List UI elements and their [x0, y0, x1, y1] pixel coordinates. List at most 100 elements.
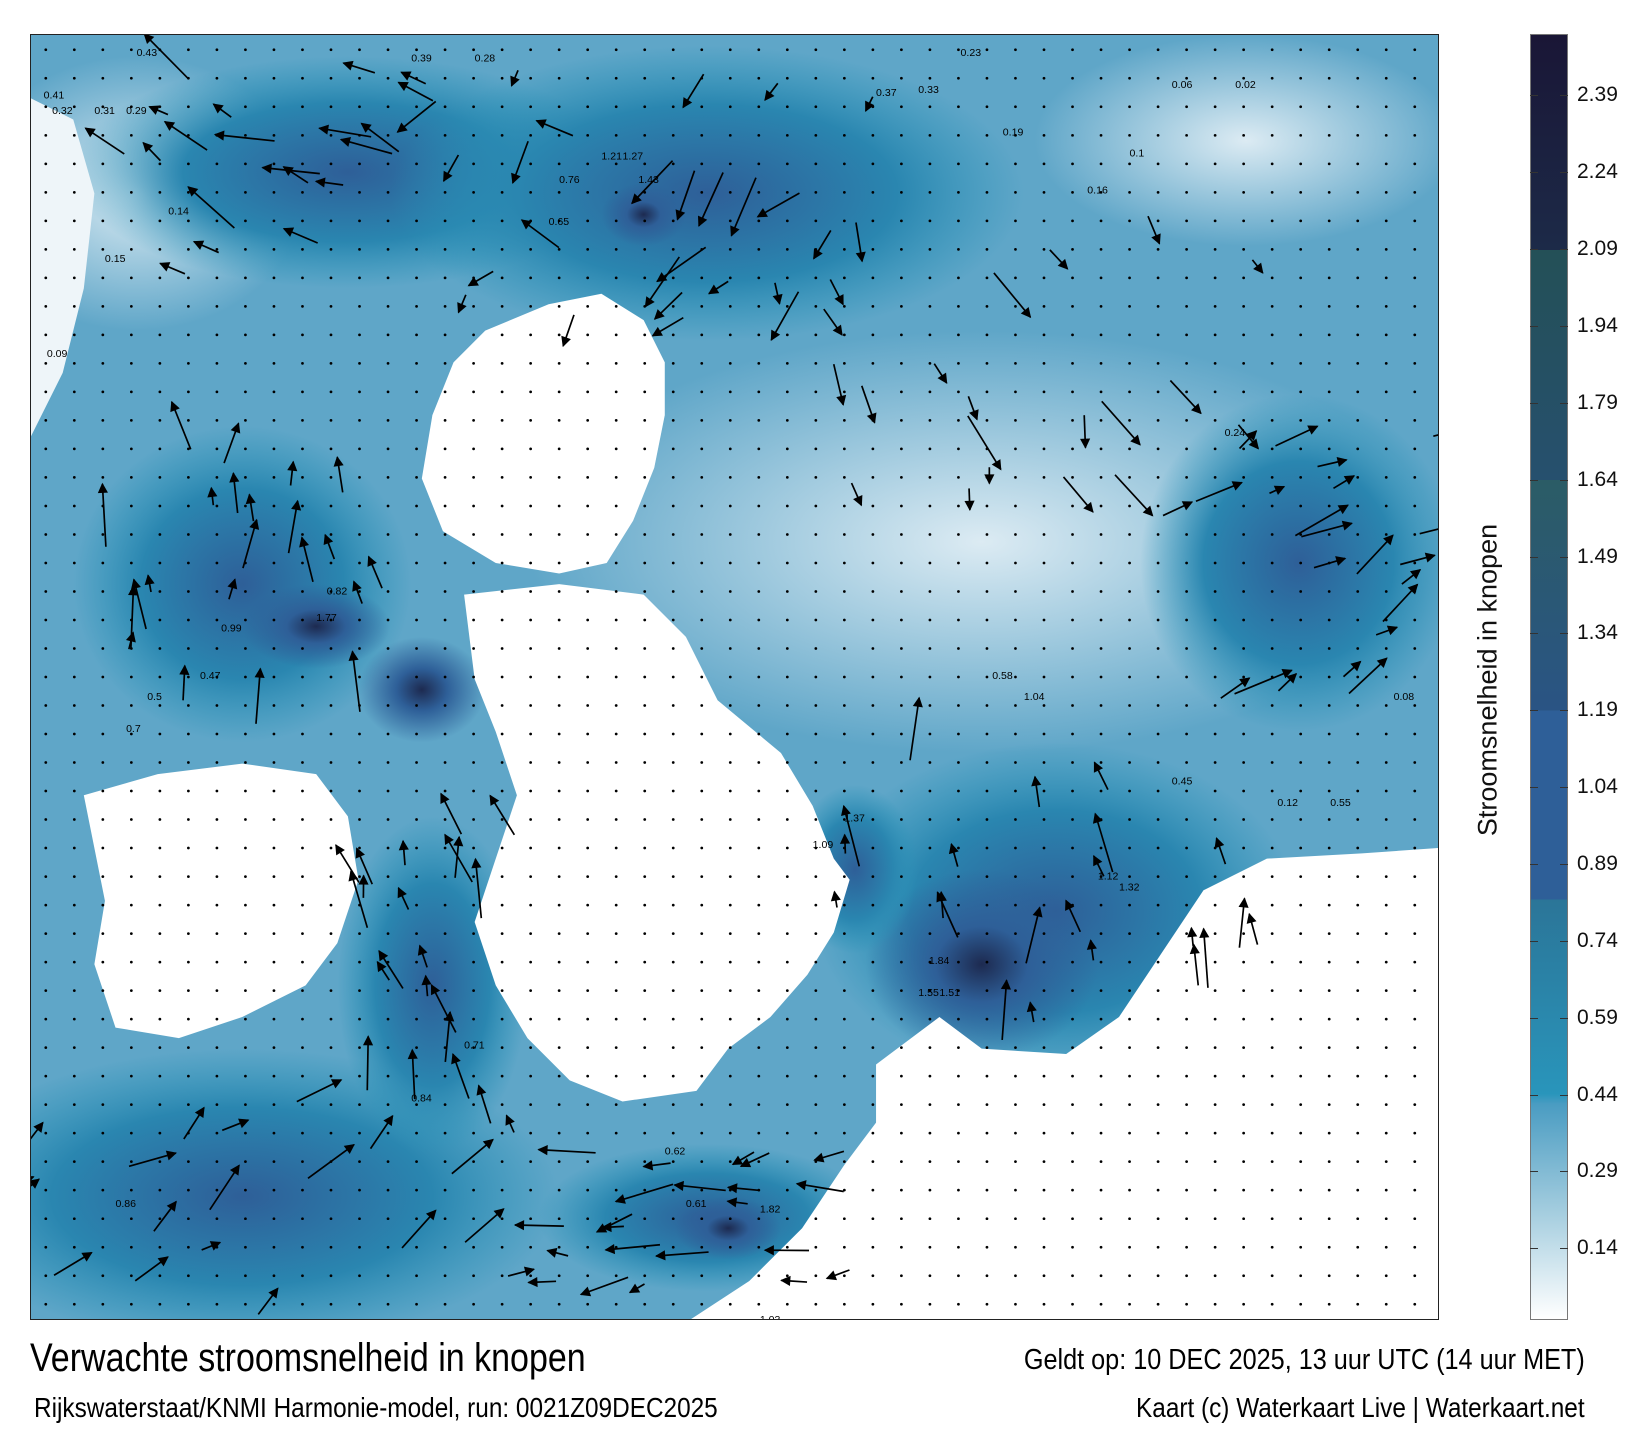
grid-point — [1413, 304, 1417, 308]
grid-point — [900, 1188, 903, 1192]
grid-point — [44, 133, 48, 137]
arrow-head — [595, 1223, 608, 1233]
grid-point — [928, 1302, 932, 1306]
grid-point — [557, 162, 561, 166]
grid-point — [386, 304, 390, 308]
grid-point — [1099, 561, 1103, 565]
grid-point — [129, 1074, 133, 1078]
grid-point — [443, 618, 447, 622]
grid-point — [1270, 333, 1274, 337]
grid-point — [757, 1217, 761, 1221]
speed-label: 0.55 — [1330, 797, 1351, 809]
grid-point — [215, 732, 219, 736]
grid-point — [1413, 561, 1417, 565]
grid-point — [1042, 1188, 1046, 1192]
grid-point — [215, 618, 219, 622]
grid-point — [158, 618, 162, 622]
grid-point — [1071, 304, 1074, 308]
colorbar-tick — [1530, 633, 1538, 635]
grid-point — [671, 932, 675, 935]
current-arrow — [143, 33, 189, 79]
grid-point — [187, 219, 190, 223]
grid-point — [586, 789, 590, 793]
grid-point — [1299, 48, 1303, 52]
grid-point — [529, 1103, 533, 1107]
grid-point — [1213, 390, 1217, 394]
grid-point — [1156, 903, 1160, 907]
grid-point — [72, 647, 76, 650]
grid-point — [1327, 1245, 1331, 1249]
grid-point — [386, 761, 390, 764]
grid-point — [1299, 1131, 1303, 1135]
grid-point — [1128, 647, 1131, 650]
grid-point — [700, 105, 704, 109]
arrow-head — [194, 1106, 205, 1118]
grid-point — [1242, 647, 1246, 650]
grid-point — [215, 48, 219, 52]
arrow-head — [1248, 438, 1260, 450]
grid-point — [72, 846, 76, 850]
grid-point — [44, 704, 48, 707]
grid-point — [301, 618, 304, 622]
grid-point — [586, 133, 590, 137]
arrow-head — [656, 272, 668, 283]
grid-point — [700, 561, 704, 565]
grid-point — [1042, 590, 1046, 593]
grid-point — [472, 1131, 475, 1135]
grid-point — [158, 761, 162, 764]
grid-point — [158, 1245, 162, 1249]
grid-point — [272, 133, 276, 137]
speed-label: 0.32 — [52, 105, 73, 117]
grid-point — [529, 447, 533, 451]
grid-point — [757, 1302, 761, 1306]
current-arrow — [101, 483, 107, 547]
grid-point — [386, 276, 390, 280]
grid-point — [1014, 1046, 1017, 1050]
grid-point — [358, 276, 361, 280]
grid-point — [1270, 932, 1274, 935]
grid-point — [187, 190, 190, 194]
grid-point — [1242, 704, 1246, 707]
grid-point — [158, 675, 162, 679]
grid-point — [700, 390, 704, 394]
grid-point — [1128, 105, 1131, 109]
grid-point — [272, 647, 276, 650]
arrow-head — [451, 1053, 461, 1065]
grid-point — [871, 276, 875, 280]
grid-point — [72, 1046, 76, 1050]
grid-point — [671, 390, 675, 394]
grid-point — [557, 1217, 561, 1221]
grid-point — [129, 875, 133, 878]
speed-label: 0.76 — [559, 174, 580, 186]
colorbar-tick — [1530, 1171, 1538, 1173]
grid-point — [187, 1046, 190, 1050]
grid-point — [1242, 1188, 1246, 1192]
grid-point — [557, 590, 561, 593]
arrow-head — [229, 471, 240, 483]
grid-point — [871, 1217, 875, 1221]
arrow-head — [1336, 456, 1348, 467]
grid-point — [671, 989, 675, 992]
grid-point — [158, 219, 162, 223]
grid-point — [472, 704, 475, 707]
grid-point — [1384, 419, 1388, 422]
grid-point — [1242, 989, 1246, 992]
grid-point — [1014, 590, 1017, 593]
grid-point — [1185, 875, 1188, 878]
arrow-head — [1238, 897, 1249, 908]
grid-point — [1413, 647, 1417, 650]
grid-point — [443, 133, 447, 137]
grid-point — [785, 789, 789, 793]
speed-label: 0.12 — [1277, 797, 1298, 809]
grid-point — [728, 647, 732, 650]
grid-point — [1270, 276, 1274, 280]
grid-point — [557, 1188, 561, 1192]
arrow-head — [407, 1048, 418, 1060]
arrow-head — [1376, 657, 1388, 669]
grid-point — [785, 1160, 789, 1164]
grid-point — [129, 1160, 133, 1164]
grid-point — [586, 1074, 590, 1078]
grid-point — [1099, 247, 1103, 251]
grid-point — [244, 818, 247, 821]
grid-point — [443, 190, 447, 194]
